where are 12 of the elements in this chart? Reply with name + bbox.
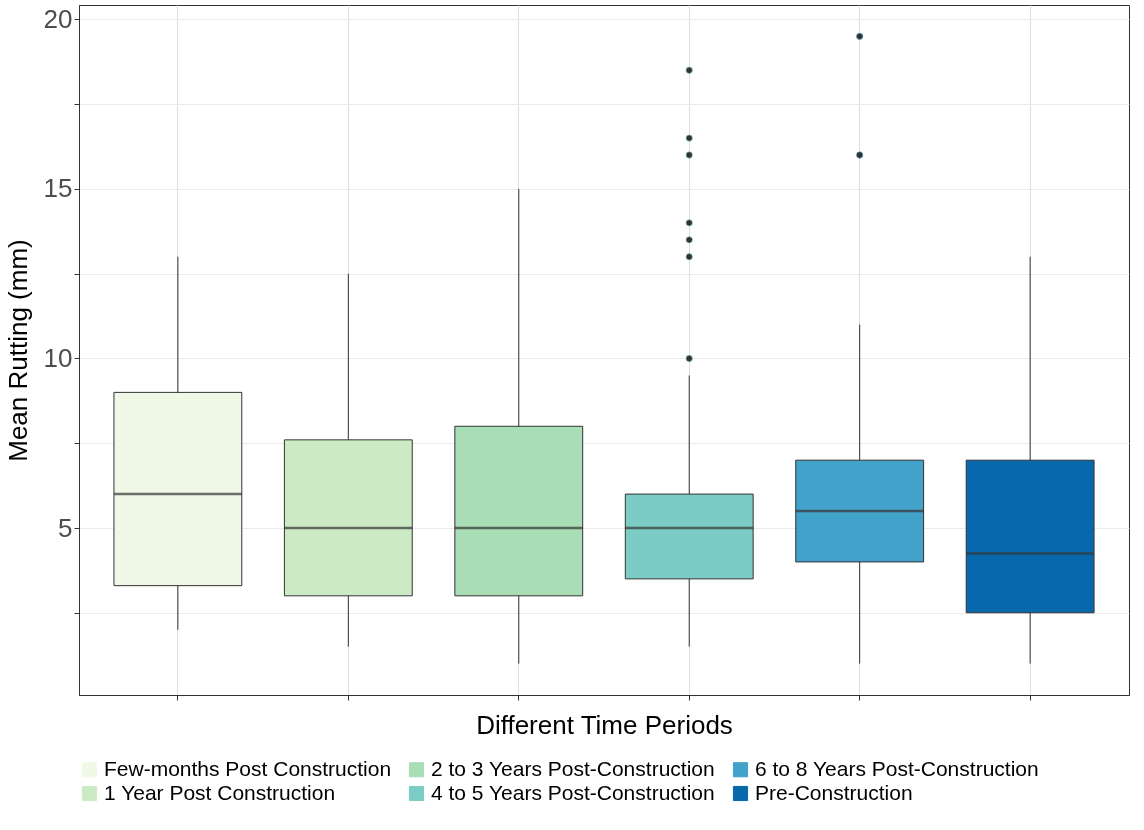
y-tick-label: 15 (43, 173, 73, 204)
legend-label: 1 Year Post Construction (104, 780, 336, 804)
y-tick-label: 20 (43, 3, 73, 34)
legend-label: 6 to 8 Years Post-Construction (755, 756, 1039, 780)
legend-label: 2 to 3 Years Post-Construction (431, 756, 715, 780)
legend-label: Few-months Post Construction (104, 756, 392, 780)
legend-label: 4 to 5 Years Post-Construction (431, 780, 715, 804)
y-tick-label: 5 (58, 512, 73, 543)
x-axis-title: Different Time Periods (476, 710, 733, 740)
legend-label: Pre-Construction (755, 780, 913, 804)
y-axis-title: Mean Rutting (mm) (2, 239, 33, 462)
y-tick-label: 10 (43, 342, 73, 373)
